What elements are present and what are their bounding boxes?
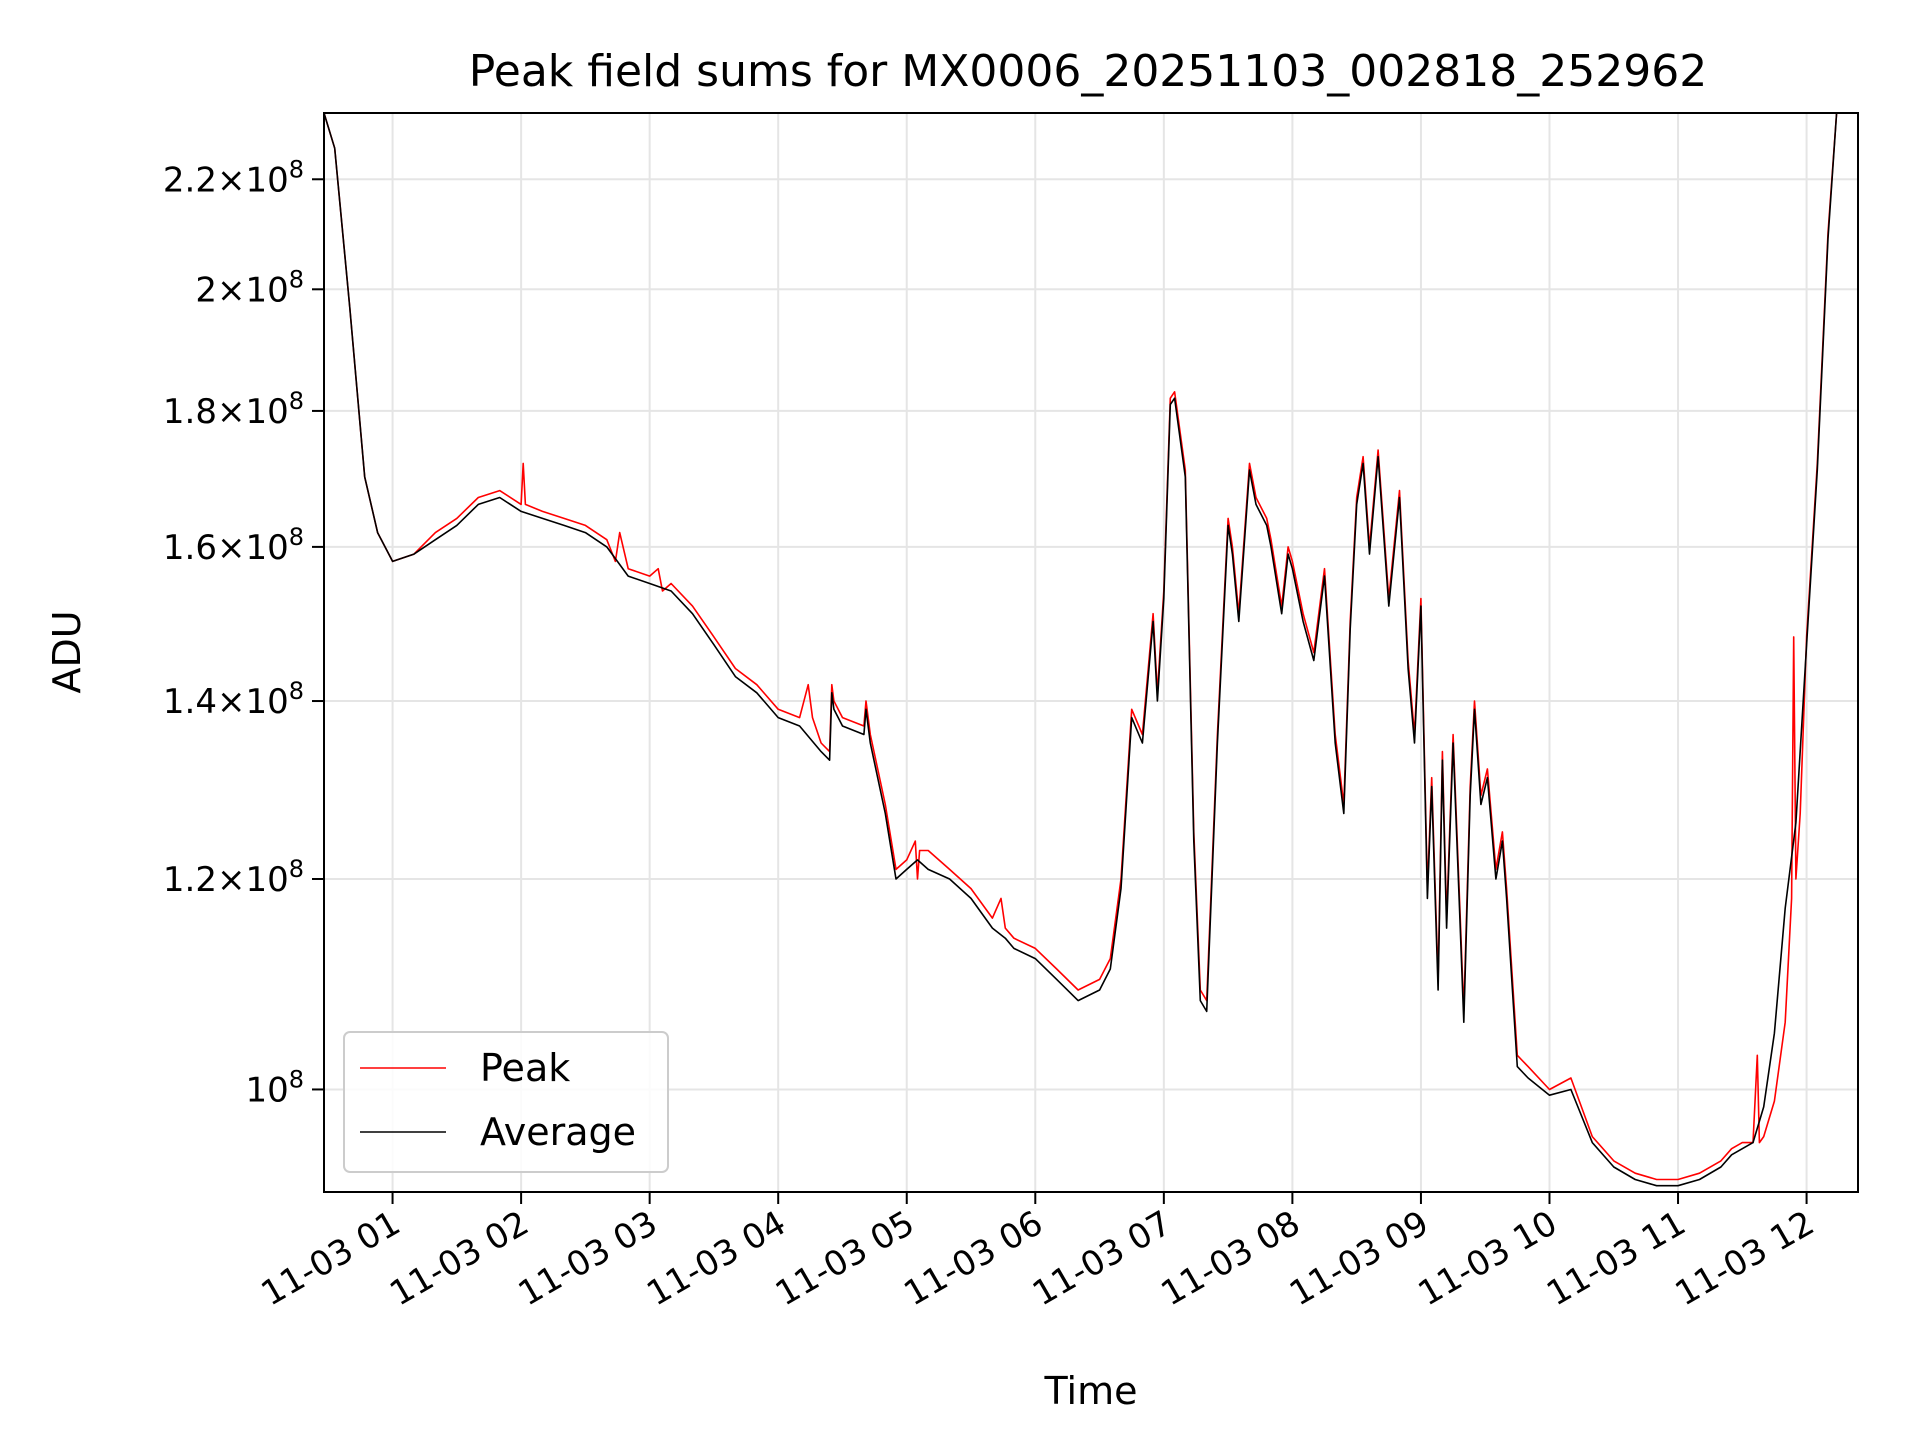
y-tick-label: 2×108 bbox=[195, 265, 304, 310]
y-tick-mantissa: 1.2 bbox=[163, 860, 217, 900]
y-tick-label: 2.2×108 bbox=[163, 155, 304, 200]
x-axis-label: Time bbox=[1044, 1369, 1138, 1413]
series-lines bbox=[324, 113, 1838, 1187]
y-tick-times: ×10 bbox=[217, 392, 289, 432]
y-tick-times: ×10 bbox=[217, 270, 289, 310]
legend-label-average: Average bbox=[480, 1110, 636, 1154]
plot-frame bbox=[323, 112, 1859, 1193]
y-tick-exponent: 8 bbox=[289, 855, 304, 883]
y-tick-mantissa: 1.6 bbox=[163, 528, 217, 568]
y-tick-label: 1.4×108 bbox=[163, 677, 304, 722]
y-tick-times: ×10 bbox=[217, 860, 289, 900]
y-tick-exponent: 8 bbox=[289, 387, 304, 415]
y-tick-mantissa: 1.8 bbox=[163, 392, 217, 432]
y-tick-times: ×10 bbox=[217, 160, 289, 200]
y-axis-ticks: 1081.2×1081.4×1081.6×1081.8×1082×1082.2×… bbox=[163, 155, 324, 1110]
y-tick-label: 1.8×108 bbox=[163, 387, 304, 432]
y-tick-label: 1.2×108 bbox=[163, 855, 304, 900]
y-tick-times: ×10 bbox=[217, 682, 289, 722]
y-axis-label: ADU bbox=[45, 610, 89, 693]
y-tick-exponent: 8 bbox=[289, 265, 304, 293]
legend-label-peak: Peak bbox=[480, 1046, 570, 1090]
y-tick-base: 10 bbox=[245, 1070, 288, 1110]
legend-box bbox=[343, 1031, 669, 1173]
grid bbox=[324, 113, 1858, 1192]
y-tick-label: 108 bbox=[245, 1065, 304, 1110]
y-tick-label: 1.6×108 bbox=[163, 523, 304, 568]
y-tick-exponent: 8 bbox=[289, 155, 304, 183]
y-tick-exponent: 8 bbox=[289, 523, 304, 551]
y-tick-exponent: 8 bbox=[289, 1065, 304, 1093]
y-tick-mantissa: 2.2 bbox=[163, 160, 217, 200]
y-tick-times: ×10 bbox=[217, 528, 289, 568]
series-line-average bbox=[324, 113, 1838, 1187]
legend: Peak Average bbox=[343, 1031, 669, 1173]
chart-title: Peak field sums for MX0006_20251103_0028… bbox=[469, 46, 1707, 97]
y-tick-mantissa: 1.4 bbox=[163, 682, 217, 722]
y-tick-mantissa: 2 bbox=[195, 270, 217, 310]
y-tick-exponent: 8 bbox=[289, 677, 304, 705]
